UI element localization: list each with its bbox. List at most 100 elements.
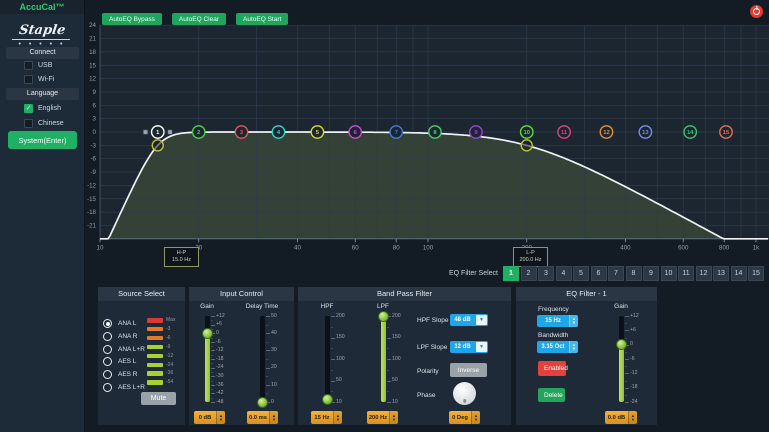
eq-point-4[interactable]: 4 (271, 125, 286, 139)
autoeq-bypass-button[interactable]: AutoEQ Bypass (102, 13, 162, 25)
english-checkbox[interactable]: ✓ (24, 103, 33, 113)
source-option-ana-l[interactable]: ANA L (103, 318, 136, 329)
hpf-value[interactable]: 15 Hz ▲ ▼ (311, 411, 342, 424)
eq-filter-select-1[interactable]: 1 (503, 266, 519, 281)
autoeq-start-button[interactable]: AutoEQ Start (236, 13, 289, 25)
hpf-slider[interactable] (324, 316, 330, 402)
point-circle[interactable] (519, 125, 534, 139)
eq-filter-select-10[interactable]: 10 (660, 266, 677, 281)
radio-button[interactable] (103, 319, 112, 328)
delay-time-value[interactable]: 0.0 ms ▲ ▼ (247, 411, 278, 424)
eq-point-2[interactable]: 2 (191, 125, 206, 139)
point-circle[interactable] (719, 125, 733, 139)
point-circle[interactable] (557, 125, 572, 139)
eq-point-6[interactable]: 6 (348, 125, 363, 139)
enabled-button[interactable]: Enabled (538, 361, 568, 376)
eq-point-9[interactable]: 9 (469, 125, 483, 139)
eq-filter-select-15[interactable]: 15 (748, 266, 764, 281)
radio-button[interactable] (103, 357, 112, 367)
lp-filter-handle[interactable] (520, 139, 533, 152)
point-handle-right[interactable] (167, 129, 173, 135)
lpf-slider[interactable] (380, 316, 386, 402)
source-option-ana-l-r[interactable]: ANA L+R (103, 344, 145, 355)
system-enter-button[interactable]: System(Enter) (8, 131, 77, 149)
delay-time-slider[interactable] (259, 316, 265, 402)
point-circle[interactable] (683, 125, 698, 139)
eq-filter-select-8[interactable]: 8 (625, 266, 642, 281)
eq-gain-value[interactable]: 0.0 dB ▲ ▼ (605, 411, 637, 424)
eq-filter-select-11[interactable]: 11 (678, 266, 694, 281)
eq-point-14[interactable]: 14 (683, 125, 698, 139)
point-circle[interactable] (638, 125, 653, 139)
eq-filter-select-6[interactable]: 6 (590, 266, 607, 281)
spinner-arrows-icon[interactable]: ▲ ▼ (333, 411, 342, 424)
delete-button[interactable]: Delete (538, 388, 565, 402)
point-circle[interactable] (389, 125, 404, 139)
hpf-slope-dropdown[interactable]: 48 dB ▼ (450, 314, 488, 326)
source-option-ana-r[interactable]: ANA R (103, 331, 138, 342)
usb-checkbox[interactable] (24, 60, 33, 70)
mute-button[interactable]: Mute (141, 392, 176, 405)
eq-filter-select-5[interactable]: 5 (573, 266, 589, 281)
source-option-aes-l-r[interactable]: AES L+R (103, 382, 145, 393)
point-circle[interactable] (234, 125, 249, 139)
eq-filter-select-2[interactable]: 2 (520, 266, 537, 281)
radio-button[interactable] (103, 383, 112, 392)
point-circle[interactable] (150, 125, 165, 139)
delay-time-slider-thumb[interactable] (256, 396, 268, 408)
radio-button[interactable] (103, 344, 112, 354)
phase-value[interactable]: 0 Deg ▲ ▼ (449, 411, 480, 424)
wifi-checkbox[interactable] (24, 74, 33, 84)
input-gain-slider-thumb[interactable] (201, 327, 213, 339)
hp-marker[interactable]: H-P 15.0 Hz (164, 247, 199, 267)
eq-filter-select-3[interactable]: 3 (538, 266, 554, 281)
spinner-arrows-icon[interactable]: ▲ ▼ (216, 411, 225, 424)
lpf-slider-thumb[interactable] (377, 310, 389, 322)
spinner-arrows-icon[interactable]: ▲ ▼ (471, 411, 480, 424)
eq-point-1[interactable]: 1 (142, 125, 173, 139)
point-circle[interactable] (469, 125, 483, 139)
point-circle[interactable] (599, 125, 614, 139)
bandwidth-input[interactable]: 3.15 Oct ▲ ▼ (537, 341, 578, 353)
spinner-arrows-icon[interactable]: ▲ ▼ (389, 411, 398, 424)
eq-point-12[interactable]: 12 (599, 125, 614, 139)
point-handle-left[interactable] (142, 129, 149, 135)
chinese-checkbox[interactable] (24, 118, 33, 128)
lp-marker[interactable]: L-P 200.0 Hz (513, 247, 548, 267)
point-circle[interactable] (310, 125, 325, 139)
spinner-arrows-icon[interactable]: ▲ ▼ (569, 341, 578, 353)
eq-filter-select-4[interactable]: 4 (555, 266, 572, 281)
source-option-aes-l[interactable]: AES L (103, 356, 136, 367)
point-circle[interactable] (428, 125, 442, 139)
radio-button[interactable] (103, 370, 112, 380)
chinese-checkbox-row[interactable]: Chinese (24, 118, 64, 128)
eq-point-10[interactable]: 10 (519, 125, 534, 139)
hpf-slider-thumb[interactable] (321, 393, 333, 405)
eq-gain-slider-thumb[interactable] (615, 339, 627, 351)
eq-filter-select-12[interactable]: 12 (695, 266, 712, 281)
eq-point-5[interactable]: 5 (310, 125, 325, 139)
source-option-aes-r[interactable]: AES R (103, 369, 138, 380)
point-circle[interactable] (348, 125, 363, 139)
usb-checkbox-row[interactable]: USB (24, 60, 52, 70)
radio-button[interactable] (103, 331, 112, 341)
frequency-input[interactable]: 15 Hz ▲ ▼ (537, 315, 578, 327)
input-gain-value[interactable]: 0 dB ▲ ▼ (194, 411, 225, 424)
lpf-value[interactable]: 200 Hz ▲ ▼ (367, 411, 398, 424)
spinner-arrows-icon[interactable]: ▲ ▼ (569, 315, 578, 327)
polarity-inverse-button[interactable]: Inverse (450, 363, 487, 377)
eq-point-15[interactable]: 15 (719, 125, 733, 139)
eq-point-11[interactable]: 11 (557, 125, 572, 139)
eq-point-13[interactable]: 13 (638, 125, 653, 139)
power-button[interactable] (750, 5, 763, 18)
eq-point-7[interactable]: 7 (389, 125, 404, 139)
phase-knob[interactable] (453, 382, 476, 405)
eq-point-3[interactable]: 3 (234, 125, 249, 139)
wifi-checkbox-row[interactable]: Wi-Fi (24, 74, 54, 84)
chevron-down-icon[interactable]: ▼ (476, 315, 487, 325)
autoeq-clear-button[interactable]: AutoEQ Clear (171, 13, 226, 25)
english-checkbox-row[interactable]: ✓ English (24, 103, 61, 113)
eq-point-8[interactable]: 8 (428, 125, 442, 139)
lpf-slope-dropdown[interactable]: 12 dB ▼ (450, 341, 488, 353)
eq-filter-select-9[interactable]: 9 (643, 266, 659, 281)
